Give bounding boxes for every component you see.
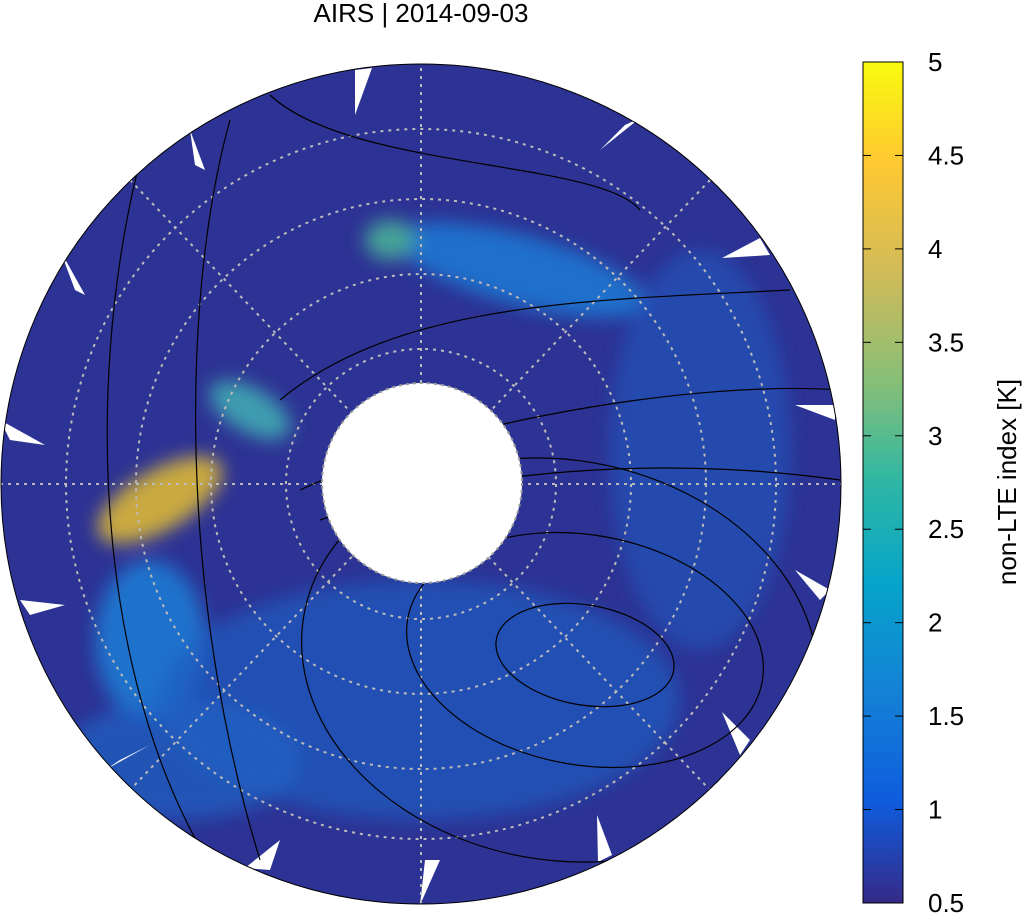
colorbar-tick-label: 4 [928, 234, 942, 264]
polar-gap [321, 382, 523, 584]
colorbar-tick-label: 1 [928, 795, 942, 825]
colorbar-tick-label: 3 [928, 421, 942, 451]
colorbar-scale [862, 61, 904, 904]
map [1, 64, 841, 904]
colorbar-tick-label: 3.5 [928, 327, 964, 357]
colorbar: non-LTE index [K] 0.5 1 1.5 2 2.5 3 3.5 4 4.5 5 [862, 47, 1022, 913]
colorbar-tick-label: 4.5 [928, 140, 964, 170]
colorbar-tick-label: 2 [928, 608, 942, 638]
colorbar-tick-label: 1.5 [928, 701, 964, 731]
map-border [0, 63, 842, 905]
map-title: AIRS | 2014-09-03 [314, 0, 529, 28]
colorbar-tick-label: 2.5 [928, 514, 964, 544]
colorbar-tick-label: 0.5 [928, 888, 964, 913]
colorbar-label: non-LTE index [K] [992, 379, 1022, 585]
colorbar-tick-label: 5 [928, 47, 942, 77]
data-gaps [1, 68, 835, 904]
